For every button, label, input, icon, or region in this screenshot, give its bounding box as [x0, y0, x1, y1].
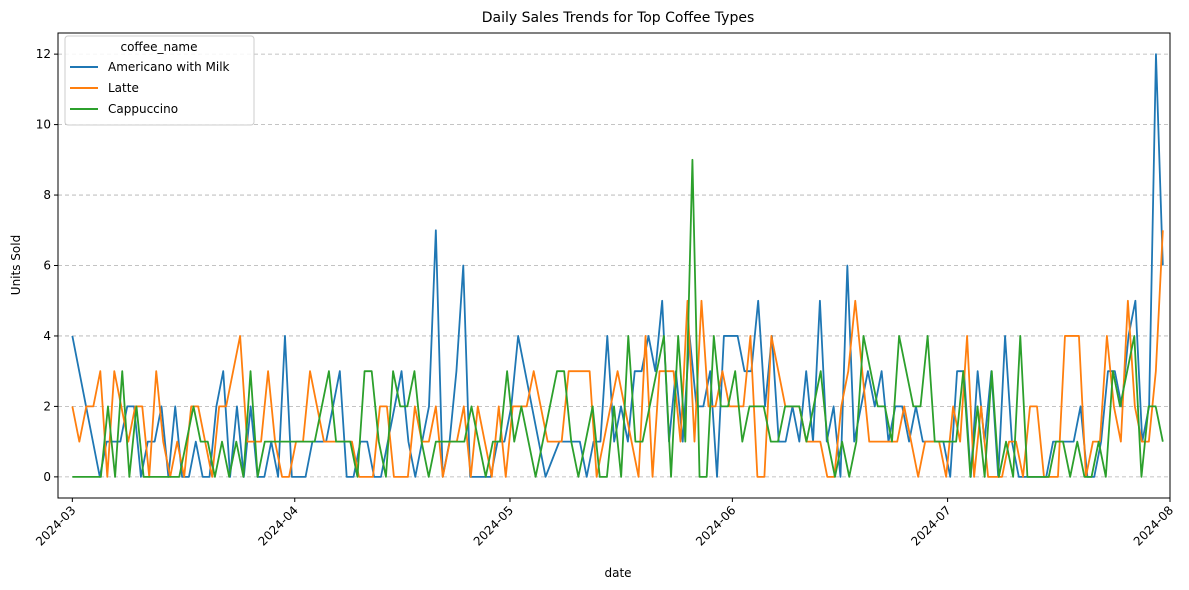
- legend-entry: Latte: [108, 81, 139, 95]
- y-tick-label: 6: [43, 259, 51, 273]
- y-tick-label: 10: [36, 118, 51, 132]
- y-tick-label: 2: [43, 399, 51, 413]
- legend-entry: Americano with Milk: [108, 60, 230, 74]
- x-tick-label: 2024-03: [33, 503, 78, 548]
- legend: coffee_name Americano with Milk Latte Capp…: [64, 35, 255, 126]
- y-axis-ticks: 0 2 4 6 8 10 12: [36, 47, 58, 484]
- series-line-cappuccino: [72, 158, 1164, 478]
- x-axis-label: date: [604, 566, 631, 580]
- legend-box: [64, 35, 255, 126]
- series-lines: [71, 53, 1164, 478]
- y-tick-label: 4: [43, 329, 51, 343]
- x-tick-label: 2024-04: [256, 503, 301, 548]
- x-tick-label: 2024-08: [1131, 503, 1176, 548]
- legend-title: coffee_name: [120, 40, 197, 54]
- y-axis-label: Units Sold: [9, 235, 23, 295]
- x-axis-ticks: 2024-03 2024-04 2024-05 2024-06 2024-07 2024-…: [33, 498, 1176, 549]
- chart-title: Daily Sales Trends for Top Coffee Types: [482, 10, 755, 26]
- y-tick-label: 12: [36, 47, 51, 61]
- x-tick-label: 2024-06: [693, 503, 738, 548]
- x-tick-label: 2024-07: [908, 503, 953, 548]
- series-line-latte: [71, 230, 1164, 478]
- legend-entry: Cappuccino: [108, 102, 178, 116]
- y-tick-label: 8: [43, 188, 51, 202]
- x-tick-label: 2024-05: [471, 503, 516, 548]
- y-tick-label: 0: [43, 470, 51, 484]
